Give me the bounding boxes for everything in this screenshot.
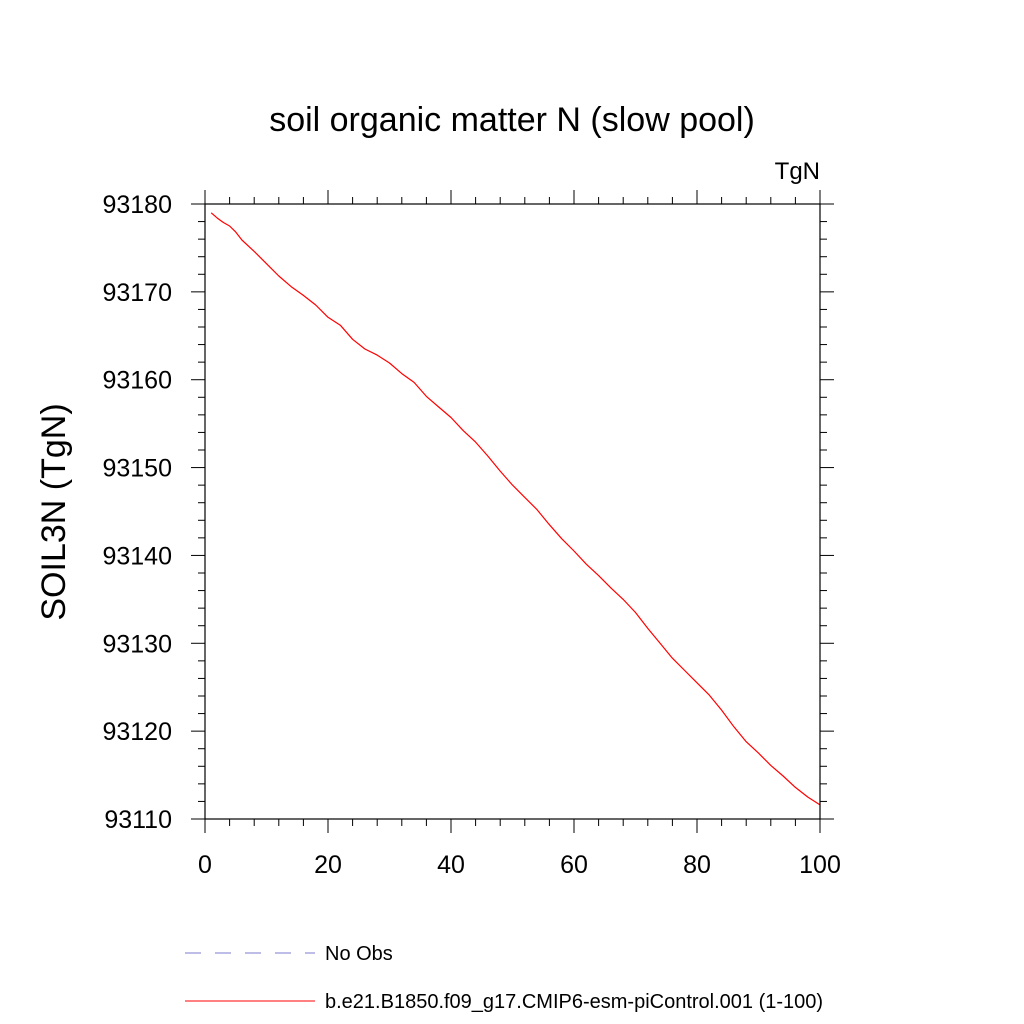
y-tick-label: 93140 (102, 542, 172, 570)
plot-frame (204, 203, 821, 820)
x-tick-label: 80 (683, 851, 711, 879)
series-line (210, 212, 821, 806)
legend-label-model-run: b.e21.B1850.f09_g17.CMIP6-esm-piControl.… (325, 991, 823, 1013)
series-layer (210, 212, 821, 806)
y-tick-label: 93150 (102, 455, 172, 483)
x-tick-label: 40 (437, 851, 465, 879)
chart-title: soil organic matter N (slow pool) (269, 101, 755, 139)
minor-ticks (198, 197, 827, 826)
legend: No Obs b.e21.B1850.f09_g17.CMIP6-esm-piC… (185, 943, 823, 1013)
y-tick-label: 93120 (102, 718, 172, 746)
legend-label-no-obs: No Obs (325, 943, 393, 965)
y-tick-label: 93170 (102, 279, 172, 307)
y-tick-label: 93130 (102, 630, 172, 658)
x-tick-label: 100 (799, 851, 841, 879)
y-axis-label: SOIL3N (TgN) (35, 403, 73, 620)
plot-area: 0 20 40 60 80 100 93110 93120 93130 93140 93150 931… (102, 190, 841, 879)
y-tick-label: 93110 (104, 806, 172, 834)
x-tick-label: 0 (198, 851, 212, 879)
x-tick-label: 20 (314, 851, 342, 879)
y-tick-label: 93160 (102, 367, 172, 395)
tick-labels: 0 20 40 60 80 100 93110 93120 93130 93140 93150 931… (102, 191, 840, 879)
x-tick-label: 60 (560, 851, 588, 879)
units-label: TgN (775, 158, 820, 185)
y-tick-label: 93180 (102, 191, 172, 219)
major-ticks (191, 190, 834, 833)
